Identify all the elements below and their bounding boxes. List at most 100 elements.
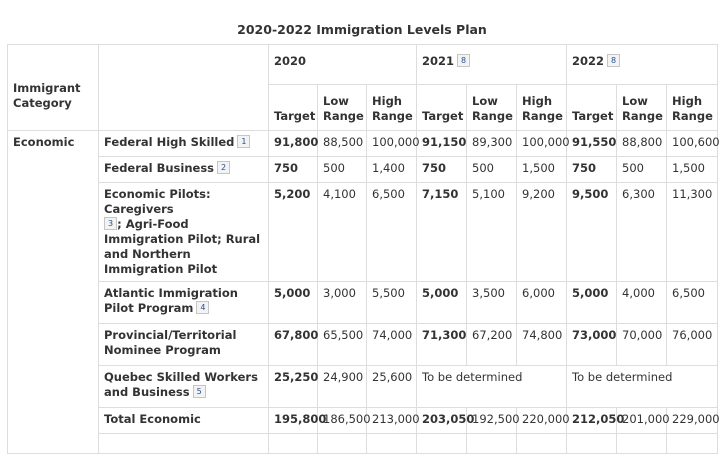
header-target: Target xyxy=(268,84,318,131)
header-high-range: High Range xyxy=(516,84,568,131)
program-name: Federal Business 2 xyxy=(98,156,269,183)
cell-low: 5,100 xyxy=(466,182,518,282)
cell-high: 100,000 xyxy=(365,130,420,157)
footnote-link[interactable]: 2 xyxy=(217,161,231,174)
cell-low: 6,300 xyxy=(616,182,668,282)
cell-target: 5,000 xyxy=(268,281,318,324)
header-low-range: Low Range xyxy=(466,84,518,131)
table-cell xyxy=(516,433,568,454)
footnote-link[interactable]: 3 xyxy=(104,217,118,230)
cell-low: 70,000 xyxy=(616,323,668,366)
header-target: Target xyxy=(566,84,618,131)
cell-high: 9,200 xyxy=(516,182,568,282)
cell-high: 74,800 xyxy=(516,323,568,366)
footnote-link[interactable]: 8 xyxy=(457,54,471,67)
header-year-2020: 2020 xyxy=(267,44,418,85)
cell-target: 203,050 xyxy=(416,407,474,434)
table-row: Quebec Skilled Workers and Business 5 25,… xyxy=(8,365,719,408)
table-cell xyxy=(466,433,518,454)
table-cell xyxy=(365,433,418,454)
cell-to-be-determined: To be determined xyxy=(566,365,719,408)
header-high-range: High Range xyxy=(365,84,418,131)
cell-target: 73,000 xyxy=(566,323,618,366)
cell-high: 6,500 xyxy=(365,182,418,282)
cell-target: 5,200 xyxy=(268,182,318,282)
category-economic: Economic xyxy=(7,130,99,454)
header-row-ranges: Target Low Range High Range Target Low R… xyxy=(8,84,719,131)
cell-high: 6,000 xyxy=(516,281,568,324)
cell-low: 192,500 xyxy=(466,407,520,434)
cell-high: 100,600 xyxy=(666,130,720,157)
cell-high: 1,500 xyxy=(666,156,719,183)
cell-high: 6,500 xyxy=(666,281,719,324)
table-row: Federal Business 2 750 500 1,400 750 500 … xyxy=(8,156,719,183)
header-low-range: Low Range xyxy=(317,84,367,131)
cell-high: 74,000 xyxy=(365,323,418,366)
table-row: Atlantic Immigration Pilot Program 4 5,00… xyxy=(8,281,719,324)
cell-low: 500 xyxy=(466,156,518,183)
cell-target: 9,500 xyxy=(566,182,618,282)
cell-target: 750 xyxy=(416,156,468,183)
table-cell xyxy=(268,433,318,454)
cell-high: 100,000 xyxy=(516,130,570,157)
cell-target: 750 xyxy=(566,156,618,183)
cell-low: 4,000 xyxy=(616,281,668,324)
cell-to-be-determined: To be determined xyxy=(416,365,568,408)
table-caption: 2020-2022 Immigration Levels Plan xyxy=(237,22,487,37)
program-name: Quebec Skilled Workers and Business 5 xyxy=(98,365,269,408)
footnote-link[interactable]: 5 xyxy=(192,385,206,398)
program-name: Atlantic Immigration Pilot Program 4 xyxy=(98,281,269,324)
table-cell xyxy=(416,433,468,454)
cell-target: 67,800 xyxy=(268,323,318,366)
footnote-link[interactable]: 4 xyxy=(196,301,210,314)
footnote-link[interactable]: 8 xyxy=(607,54,621,67)
immigration-levels-table: Immigrant Category 2020 2021 8 2022 8 Targ… xyxy=(7,44,720,454)
header-year-2022: 2022 8 xyxy=(566,44,719,85)
table-row: Total Economic 195,800 186,500 213,000 2… xyxy=(8,407,720,434)
table-row: Provincial/Territorial Nominee Program 6… xyxy=(8,323,719,366)
cell-target: 5,000 xyxy=(416,281,468,324)
table-cell xyxy=(666,433,719,454)
cell-high: 76,000 xyxy=(666,323,719,366)
cell-low: 3,000 xyxy=(317,281,367,324)
cell-target: 91,800 xyxy=(268,130,318,157)
cell-target: 91,150 xyxy=(416,130,468,157)
cell-high: 5,500 xyxy=(365,281,418,324)
cell-low: 3,500 xyxy=(466,281,518,324)
program-name: Economic Pilots: Caregivers 3; Agri-Food … xyxy=(98,182,269,282)
header-immigrant-category: Immigrant Category xyxy=(7,44,99,131)
cell-low: 500 xyxy=(317,156,367,183)
table-cell xyxy=(566,433,618,454)
cell-target: 750 xyxy=(268,156,318,183)
table-row: Economic Pilots: Caregivers 3; Agri-Food … xyxy=(8,182,719,282)
cell-low: 88,500 xyxy=(317,130,367,157)
program-name: Total Economic xyxy=(98,407,269,434)
program-name: Federal High Skilled 1 xyxy=(98,130,269,157)
cell-high: 213,000 xyxy=(365,407,420,434)
cell-low: 500 xyxy=(616,156,668,183)
cell-low: 201,000 xyxy=(616,407,670,434)
table-row: Economic Federal High Skilled 1 91,800 88… xyxy=(7,130,720,454)
header-year-2021: 2021 8 xyxy=(416,44,568,85)
cell-low: 89,300 xyxy=(466,130,518,157)
cell-target: 7,150 xyxy=(416,182,468,282)
cell-high: 1,400 xyxy=(365,156,418,183)
cell-high: 220,000 xyxy=(516,407,570,434)
table-cell xyxy=(616,433,668,454)
cell-target: 212,050 xyxy=(566,407,624,434)
footnote-link[interactable]: 1 xyxy=(237,135,251,148)
table-cell xyxy=(317,433,367,454)
table-cell xyxy=(98,433,269,454)
header-blank xyxy=(98,44,269,131)
cell-low: 4,100 xyxy=(317,182,367,282)
header-high-range: High Range xyxy=(666,84,719,131)
cell-low: 88,800 xyxy=(616,130,668,157)
header-target: Target xyxy=(416,84,468,131)
cell-low: 186,500 xyxy=(317,407,371,434)
header-row-years: Immigrant Category 2020 2021 8 2022 8 xyxy=(7,44,719,131)
cell-target: 71,300 xyxy=(416,323,468,366)
cell-low: 65,500 xyxy=(317,323,367,366)
header-low-range: Low Range xyxy=(616,84,668,131)
cell-low: 67,200 xyxy=(466,323,518,366)
cell-target: 195,800 xyxy=(268,407,326,434)
